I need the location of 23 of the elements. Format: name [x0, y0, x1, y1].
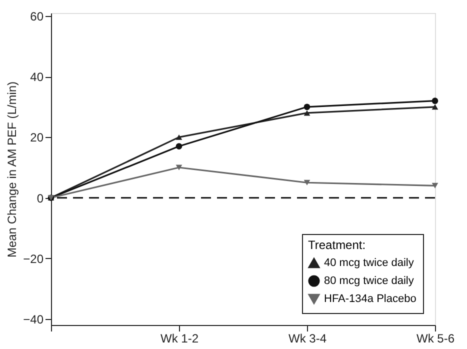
- point: [304, 180, 310, 186]
- y-tick-label: 60: [30, 10, 44, 24]
- legend-label: HFA-134a Placebo: [324, 293, 416, 305]
- legend-label: 80 mcg twice daily: [324, 275, 414, 287]
- y-tick-label: −20: [23, 252, 44, 266]
- x-tick-label: Wk 5-6: [416, 332, 455, 346]
- x-tick-label: Wk 1-2: [160, 332, 199, 346]
- legend-label: 40 mcg twice daily: [324, 257, 414, 269]
- point: [432, 182, 438, 188]
- y-tick-label: −40: [23, 312, 44, 326]
- point: [432, 104, 438, 110]
- point: [176, 134, 182, 140]
- point: [304, 104, 310, 110]
- point: [176, 164, 182, 170]
- x-tick-label: Wk 3-4: [288, 332, 327, 346]
- y-axis-title: Mean Change in AM PEF (L/min): [5, 81, 20, 258]
- point: [176, 143, 182, 150]
- y-tick-label: 20: [30, 130, 44, 145]
- point: [432, 98, 438, 104]
- point: [304, 110, 310, 116]
- y-tick-label: 0: [36, 191, 44, 206]
- legend-title: Treatment:: [308, 238, 366, 252]
- y-tick-label: 40: [30, 70, 44, 84]
